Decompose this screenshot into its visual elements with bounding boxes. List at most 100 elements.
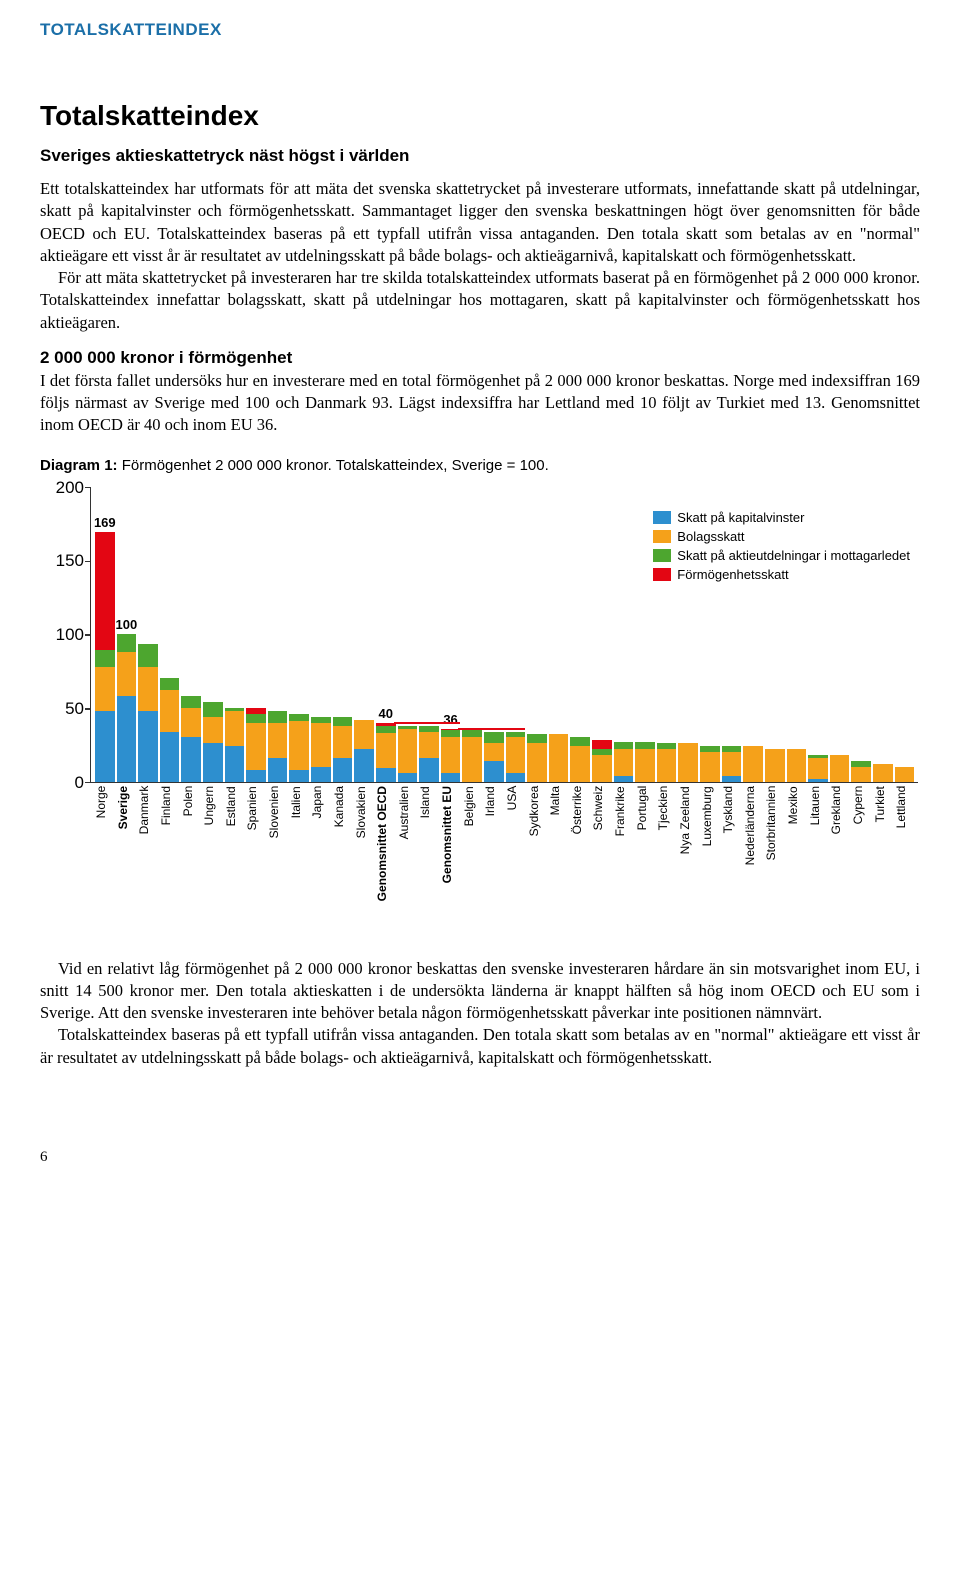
legend-item: Skatt på kapitalvinster: [653, 510, 910, 525]
bar-segment: [95, 532, 115, 650]
bar-segment: [808, 779, 828, 782]
y-tick-label: 150: [40, 551, 84, 571]
bar-column: 36: [441, 729, 461, 782]
chart-title: Diagram 1: Förmögenhet 2 000 000 kronor.…: [40, 457, 920, 474]
bar-column: [268, 711, 288, 782]
bar-column: [506, 732, 526, 782]
bar-segment: [895, 767, 915, 782]
section-title: 2 000 000 kronor i förmögenhet: [40, 348, 920, 368]
bar-column: [722, 746, 742, 781]
legend-swatch: [653, 549, 671, 562]
bar-segment: [462, 729, 482, 738]
bar-segment: [808, 758, 828, 779]
bar-column: [225, 708, 245, 782]
bar-segment: [333, 758, 353, 782]
bar-segment: [333, 717, 353, 726]
x-axis-label: Italien: [289, 786, 309, 905]
x-axis-label: Island: [418, 786, 438, 905]
bar-segment: [225, 711, 245, 746]
bar-segment: [268, 723, 288, 758]
bar-column: [657, 743, 677, 781]
bar-segment: [441, 773, 461, 782]
legend-label: Förmögenhetsskatt: [677, 567, 788, 582]
bar-segment: [311, 767, 331, 782]
x-axis-label: Storbritannien: [764, 786, 784, 905]
bar-segment: [570, 746, 590, 781]
bar-column: [527, 734, 547, 781]
bar-column: [700, 746, 720, 781]
reference-line: [394, 722, 461, 724]
bar-segment: [419, 758, 439, 782]
bar-segment: [722, 752, 742, 776]
legend-item: Förmögenhetsskatt: [653, 567, 910, 582]
bar-segment: [441, 730, 461, 737]
bar-column: [246, 708, 266, 782]
x-axis-label: Sydkorea: [527, 786, 547, 905]
bar-segment: [376, 768, 396, 781]
bar-segment: [289, 721, 309, 770]
bar-value-label: 36: [443, 712, 457, 727]
bar-segment: [830, 755, 850, 782]
y-tick-label: 100: [40, 625, 84, 645]
bar-segment: [181, 737, 201, 781]
x-axis-label: Luxemburg: [700, 786, 720, 905]
bar-column: [765, 749, 785, 781]
x-axis-label: USA: [505, 786, 525, 905]
bar-segment: [851, 767, 871, 782]
closing-paragraph: Vid en relativt låg förmögenhet på 2 000…: [40, 958, 920, 1069]
x-axis-label: Estland: [224, 786, 244, 905]
bar-segment: [592, 755, 612, 782]
bar-segment: [484, 761, 504, 782]
bar-segment: [722, 776, 742, 782]
chart-container: 050100150200 1691004036 NorgeSverigeDanm…: [40, 488, 920, 918]
bar-column: [484, 732, 504, 782]
bar-segment: [376, 733, 396, 768]
bar-column: [808, 755, 828, 782]
chart-legend: Skatt på kapitalvinsterBolagsskattSkatt …: [653, 510, 910, 586]
x-axis-label: Turkiet: [873, 786, 893, 905]
bar-segment: [160, 690, 180, 731]
bar-column: [549, 734, 569, 781]
bar-value-label: 169: [94, 515, 116, 530]
bar-segment: [138, 711, 158, 782]
bar-column: [570, 737, 590, 781]
bar-segment: [117, 634, 137, 652]
bar-column: [614, 742, 634, 782]
bar-segment: [95, 711, 115, 782]
bar-column: [181, 696, 201, 782]
bar-column: [873, 764, 893, 782]
para3-text: Vid en relativt låg förmögenhet på 2 000…: [40, 958, 920, 1025]
bar-segment: [657, 749, 677, 781]
bar-segment: [527, 743, 547, 781]
bar-column: 100: [117, 634, 137, 781]
x-axis-label: Lettland: [894, 786, 914, 905]
bar-segment: [592, 740, 612, 749]
bar-segment: [95, 650, 115, 666]
x-axis-label: Irland: [483, 786, 503, 905]
bar-segment: [268, 711, 288, 723]
bar-column: [678, 743, 698, 781]
page-number: 6: [40, 1149, 920, 1166]
bar-column: [851, 761, 871, 782]
bar-column: 40: [376, 723, 396, 782]
bar-segment: [354, 749, 374, 781]
x-axis-label: Kanada: [332, 786, 352, 905]
bar-segment: [873, 764, 893, 782]
bar-segment: [700, 752, 720, 782]
x-axis-label: Finland: [159, 786, 179, 905]
bar-segment: [527, 734, 547, 743]
legend-item: Bolagsskatt: [653, 529, 910, 544]
bar-segment: [246, 723, 266, 770]
bar-segment: [289, 714, 309, 721]
x-axis-label: Österrike: [570, 786, 590, 905]
bar-segment: [268, 758, 288, 782]
y-tick-label: 200: [40, 478, 84, 498]
bar-segment: [311, 723, 331, 767]
bar-segment: [506, 737, 526, 772]
bar-column: [311, 717, 331, 782]
bar-segment: [289, 770, 309, 782]
bar-segment: [160, 732, 180, 782]
legend-label: Skatt på kapitalvinster: [677, 510, 804, 525]
bar-segment: [765, 749, 785, 781]
x-axis-label: Portugal: [635, 786, 655, 905]
